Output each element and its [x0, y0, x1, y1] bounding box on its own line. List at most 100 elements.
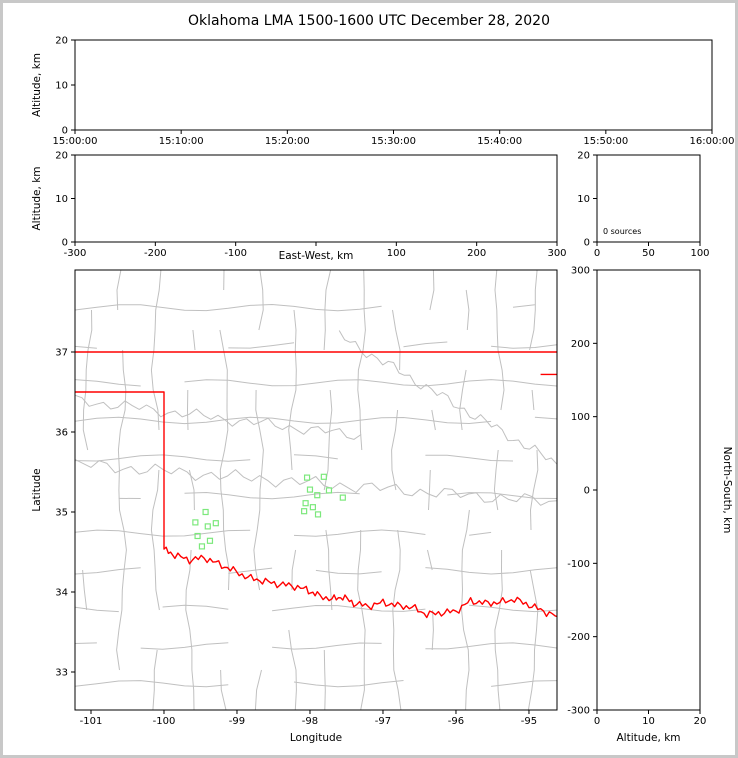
alt_vs_ew-ytick-label: 20 — [55, 151, 68, 162]
river-line — [75, 458, 557, 506]
map-layer — [75, 270, 557, 710]
alt_histogram-ytick-label: 0 — [584, 238, 590, 249]
county-line — [425, 454, 514, 462]
plan_map-xtick-label: -99 — [229, 716, 245, 727]
ns_vs_alt-xtick-label: 20 — [694, 716, 707, 727]
county-line — [258, 270, 264, 331]
county-line — [152, 649, 158, 710]
alt_vs_ew-ytick-label: 0 — [62, 238, 68, 249]
county-line — [75, 642, 97, 644]
county-line — [392, 309, 401, 371]
alt_histogram-xtick-label: 50 — [642, 248, 655, 259]
county-line — [431, 609, 434, 651]
alt_histogram-ytick-label: 10 — [577, 194, 590, 205]
county-line — [469, 604, 557, 613]
county-line — [75, 345, 97, 349]
lma-station-marker — [301, 508, 308, 515]
alt_vs_ew-ytick-label: 10 — [55, 194, 68, 205]
county-line — [228, 567, 273, 574]
alt_vs_ew-xtick-label: -200 — [144, 248, 167, 259]
ns_vs_alt-xtick-label: 0 — [594, 716, 600, 727]
county-line — [491, 344, 557, 349]
plan_map-ytick-label: 35 — [55, 508, 68, 519]
plan_map-ytick-label: 33 — [55, 668, 68, 679]
county-line — [272, 605, 426, 612]
county-line — [253, 389, 264, 591]
ns_vs_alt-ytick-label: -300 — [567, 706, 590, 717]
plan_map-xtick-label: -98 — [302, 716, 318, 727]
plan_map-xtick-label: -100 — [153, 716, 176, 727]
county-line — [150, 469, 160, 611]
alt_vs_time-xtick-label: 16:00:00 — [690, 136, 735, 147]
county-line — [323, 389, 333, 491]
county-line — [184, 379, 557, 387]
county-line — [494, 270, 505, 411]
lma-station-marker — [198, 543, 206, 550]
county-line — [431, 409, 436, 431]
plan_map-xlabel: Longitude — [290, 732, 342, 744]
lma-station-marker — [314, 492, 321, 499]
county-line — [254, 669, 262, 710]
alt_vs_ew-xtick-label: 100 — [387, 248, 406, 259]
alt_vs_time-xtick-label: 15:50:00 — [583, 136, 628, 147]
ns_vs_alt-frame — [596, 269, 701, 711]
county-line — [288, 629, 297, 710]
county-line — [534, 416, 557, 420]
alt_vs_time-xtick-label: 15:10:00 — [159, 136, 204, 147]
county-line — [357, 270, 366, 451]
county-line — [529, 270, 538, 351]
county-line — [491, 680, 557, 687]
county-line — [75, 416, 492, 425]
county-line — [530, 449, 539, 531]
county-line — [325, 529, 333, 611]
alt_vs_time-ytick-label: 0 — [62, 126, 68, 137]
lma-station-marker — [306, 486, 314, 493]
county-line — [459, 369, 467, 431]
county-line — [75, 606, 119, 613]
lma-station-marker — [204, 523, 211, 530]
county-line — [357, 529, 366, 710]
plan_map-xtick-label: -95 — [521, 716, 537, 727]
county-line — [75, 567, 141, 575]
alt_vs_time-xtick-label: 15:00:00 — [53, 136, 98, 147]
county-line — [228, 342, 295, 349]
river-line — [75, 394, 362, 440]
county-line — [429, 270, 435, 311]
county-line — [162, 604, 229, 610]
ns_vs_alt-ytick-label: 200 — [571, 339, 590, 350]
state-border-panhandle — [75, 391, 165, 550]
county-line — [75, 680, 229, 688]
alt_vs_ew-xtick-label: -300 — [64, 248, 87, 259]
lma-station-marker — [325, 487, 333, 494]
county-line — [392, 529, 402, 710]
county-line — [219, 329, 230, 591]
county-line — [272, 642, 382, 650]
county-line — [185, 549, 195, 710]
plan_map-xtick-label: -101 — [80, 716, 103, 727]
plan_map-ylabel: Latitude — [31, 468, 43, 511]
county-line — [391, 409, 399, 491]
county-line — [140, 642, 229, 650]
lma-station-marker — [212, 520, 219, 527]
county-line — [427, 549, 433, 571]
county-line — [116, 270, 122, 311]
alt_vs_ew-ylabel: Altitude, km — [31, 166, 43, 230]
lma-station-marker — [202, 508, 209, 516]
ns_vs_alt-xlabel: Altitude, km — [616, 732, 680, 744]
lma-station-marker — [339, 494, 346, 501]
county-line — [425, 642, 557, 650]
lma-station-marker — [302, 500, 309, 507]
county-line — [187, 389, 189, 431]
alt_vs_ew-frame — [74, 154, 558, 243]
county-line — [293, 454, 338, 460]
county-line — [315, 569, 382, 575]
figure-title: Oklahoma LMA 1500-1600 UTC December 28, … — [188, 13, 550, 29]
lma-station-marker — [303, 474, 311, 481]
state-border-red-river — [163, 546, 557, 619]
county-line — [323, 649, 326, 710]
county-line — [293, 680, 404, 688]
plan_map-xtick-label: -97 — [375, 716, 391, 727]
alt_histogram-xtick-label: 0 — [594, 248, 600, 259]
